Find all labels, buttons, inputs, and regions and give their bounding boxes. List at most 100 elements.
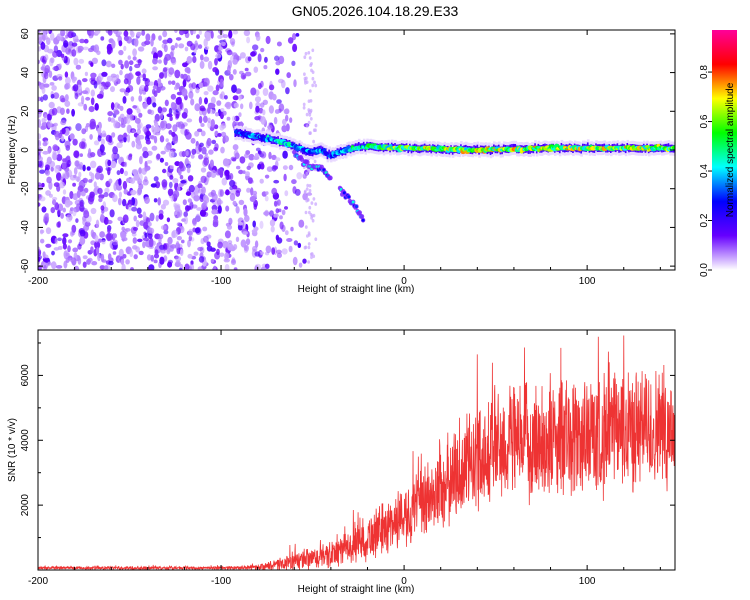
spectrogram-noise-point xyxy=(203,56,210,62)
spectrogram-noise-point xyxy=(203,91,209,96)
spectrogram-noise-point xyxy=(44,30,50,34)
spectrogram-noise-point xyxy=(264,174,270,179)
spectrogram-noise-point xyxy=(200,54,204,61)
spectrogram-noise-point xyxy=(211,209,218,215)
spectrogram-noise-point xyxy=(96,50,101,56)
spectrogram-noise-point xyxy=(162,39,169,45)
spectrogram-noise-point xyxy=(198,96,203,105)
spectrogram-noise-point xyxy=(187,198,193,203)
spectrogram-noise-point xyxy=(100,253,105,263)
spectrogram-noise-point xyxy=(120,63,124,70)
spectrogram-noise-point xyxy=(179,30,185,36)
spectrogram-noise-point xyxy=(122,96,127,104)
spectrogram-noise-point xyxy=(141,68,147,74)
spectrogram-noise-point xyxy=(91,261,98,266)
spectrogram-noise-point xyxy=(99,231,105,238)
spectrogram-noise-point xyxy=(236,165,241,170)
spectrogram-noise-point xyxy=(38,246,41,252)
spectrogram-noise-point xyxy=(164,99,169,107)
spectrogram-noise-point xyxy=(197,189,204,194)
spectrogram-noise-point xyxy=(129,177,136,184)
spectrogram-noise-point xyxy=(200,123,205,127)
spectrogram-noise-point xyxy=(214,143,219,151)
spectrogram-noise-point xyxy=(60,30,66,37)
spectrogram-noise-point xyxy=(306,192,313,196)
spectrogram-noise-point xyxy=(236,56,242,61)
spectrogram-noise-point xyxy=(164,162,169,166)
spectrogram-noise-point xyxy=(99,265,106,270)
spectrogram-noise-point xyxy=(133,254,138,260)
spectrogram-noise-point xyxy=(174,262,181,268)
spectrogram-noise-point xyxy=(129,65,133,72)
spectrogram-noise-point xyxy=(268,151,272,160)
spectrogram-noise-point xyxy=(306,183,310,188)
spectrogram-noise-point xyxy=(190,190,196,199)
spectrogram-noise-point xyxy=(303,55,307,59)
colorbar-label: Normalized spectral amplitude xyxy=(725,82,736,217)
spectrogram-noise-point xyxy=(52,144,59,152)
spectrogram-noise-point xyxy=(142,237,149,242)
spectrogram-noise-point xyxy=(178,267,183,270)
spectrogram-noise-point xyxy=(188,228,194,238)
spectrogram-noise-point xyxy=(62,189,67,195)
spectrogram-noise-point xyxy=(222,135,229,143)
snr-y-label: SNR (10 * v/v) xyxy=(7,418,18,482)
spectrogram-noise-point xyxy=(240,103,244,110)
spectrogram-noise-point xyxy=(73,57,79,66)
spectrogram-y-tick-label: -40 xyxy=(20,220,31,235)
spectrogram-noise-point xyxy=(41,182,45,188)
spectrogram-noise-point xyxy=(138,167,143,175)
spectrogram-noise-point xyxy=(137,238,143,243)
spectrogram-noise-point xyxy=(117,216,123,222)
spectrogram-noise-point xyxy=(50,32,55,41)
spectrogram-noise-point xyxy=(158,233,164,240)
spectrogram-noise-point xyxy=(170,101,176,108)
spectrogram-noise-point xyxy=(63,260,68,269)
spectrogram-noise-point xyxy=(222,34,229,39)
spectrogram-noise-point xyxy=(275,234,280,241)
spectrogram-noise-point xyxy=(204,97,208,105)
spectrogram-noise-point xyxy=(103,192,109,198)
spectrogram-noise-point xyxy=(168,150,175,158)
spectrogram-y-tick-label: 20 xyxy=(20,105,31,117)
spectrogram-noise-point xyxy=(237,224,243,231)
snr-y-tick-label: 2000 xyxy=(20,494,31,517)
spectrogram-noise-point xyxy=(169,165,174,170)
spectrogram-noise-point xyxy=(88,47,94,53)
spectrogram-noise-point xyxy=(69,191,74,199)
spectrogram-noise-point xyxy=(211,139,217,145)
spectrogram-y-tick-label: -60 xyxy=(20,258,31,273)
spectrogram-noise-point xyxy=(129,30,134,36)
spectrogram-noise-point xyxy=(181,150,186,158)
spectrogram-y-tick-label: 60 xyxy=(20,28,31,40)
spectrogram-noise-point xyxy=(178,161,184,169)
spectrogram-noise-point xyxy=(30,56,36,62)
spectrogram-noise-point xyxy=(125,87,131,94)
spectrogram-noise-point xyxy=(231,52,238,57)
spectrogram-noise-point xyxy=(208,149,214,155)
spectrogram-noise-point xyxy=(44,68,50,74)
spectrogram-noise-point xyxy=(122,253,127,259)
spectrogram-noise-point xyxy=(203,115,208,123)
spectrogram-noise-point xyxy=(184,46,189,52)
spectrogram-noise-point xyxy=(222,110,227,116)
spectrogram-noise-point xyxy=(314,123,318,128)
spectrogram-noise-point xyxy=(227,64,231,74)
spectrogram-noise-point xyxy=(213,124,219,130)
spectrogram-noise-point xyxy=(172,178,179,184)
spectrogram-noise-point xyxy=(65,214,73,222)
spectrogram-noise-point xyxy=(137,58,142,66)
spectrogram-noise-point xyxy=(89,134,93,140)
spectrogram-noise-point xyxy=(78,171,82,178)
spectrogram-noise-point xyxy=(196,207,203,211)
spectrogram-noise-point xyxy=(118,49,124,56)
spectrogram-noise-point xyxy=(106,232,112,242)
spectrogram-noise-point xyxy=(94,103,99,111)
spectrogram-noise-point xyxy=(308,113,312,117)
spectrogram-noise-point xyxy=(74,92,79,100)
spectrogram-noise-point xyxy=(75,64,82,70)
spectrogram-noise-point xyxy=(211,204,218,211)
spectrogram-noise-point xyxy=(126,134,131,143)
spectrogram-noise-point xyxy=(159,86,166,91)
spectrogram-noise-point xyxy=(276,41,282,47)
